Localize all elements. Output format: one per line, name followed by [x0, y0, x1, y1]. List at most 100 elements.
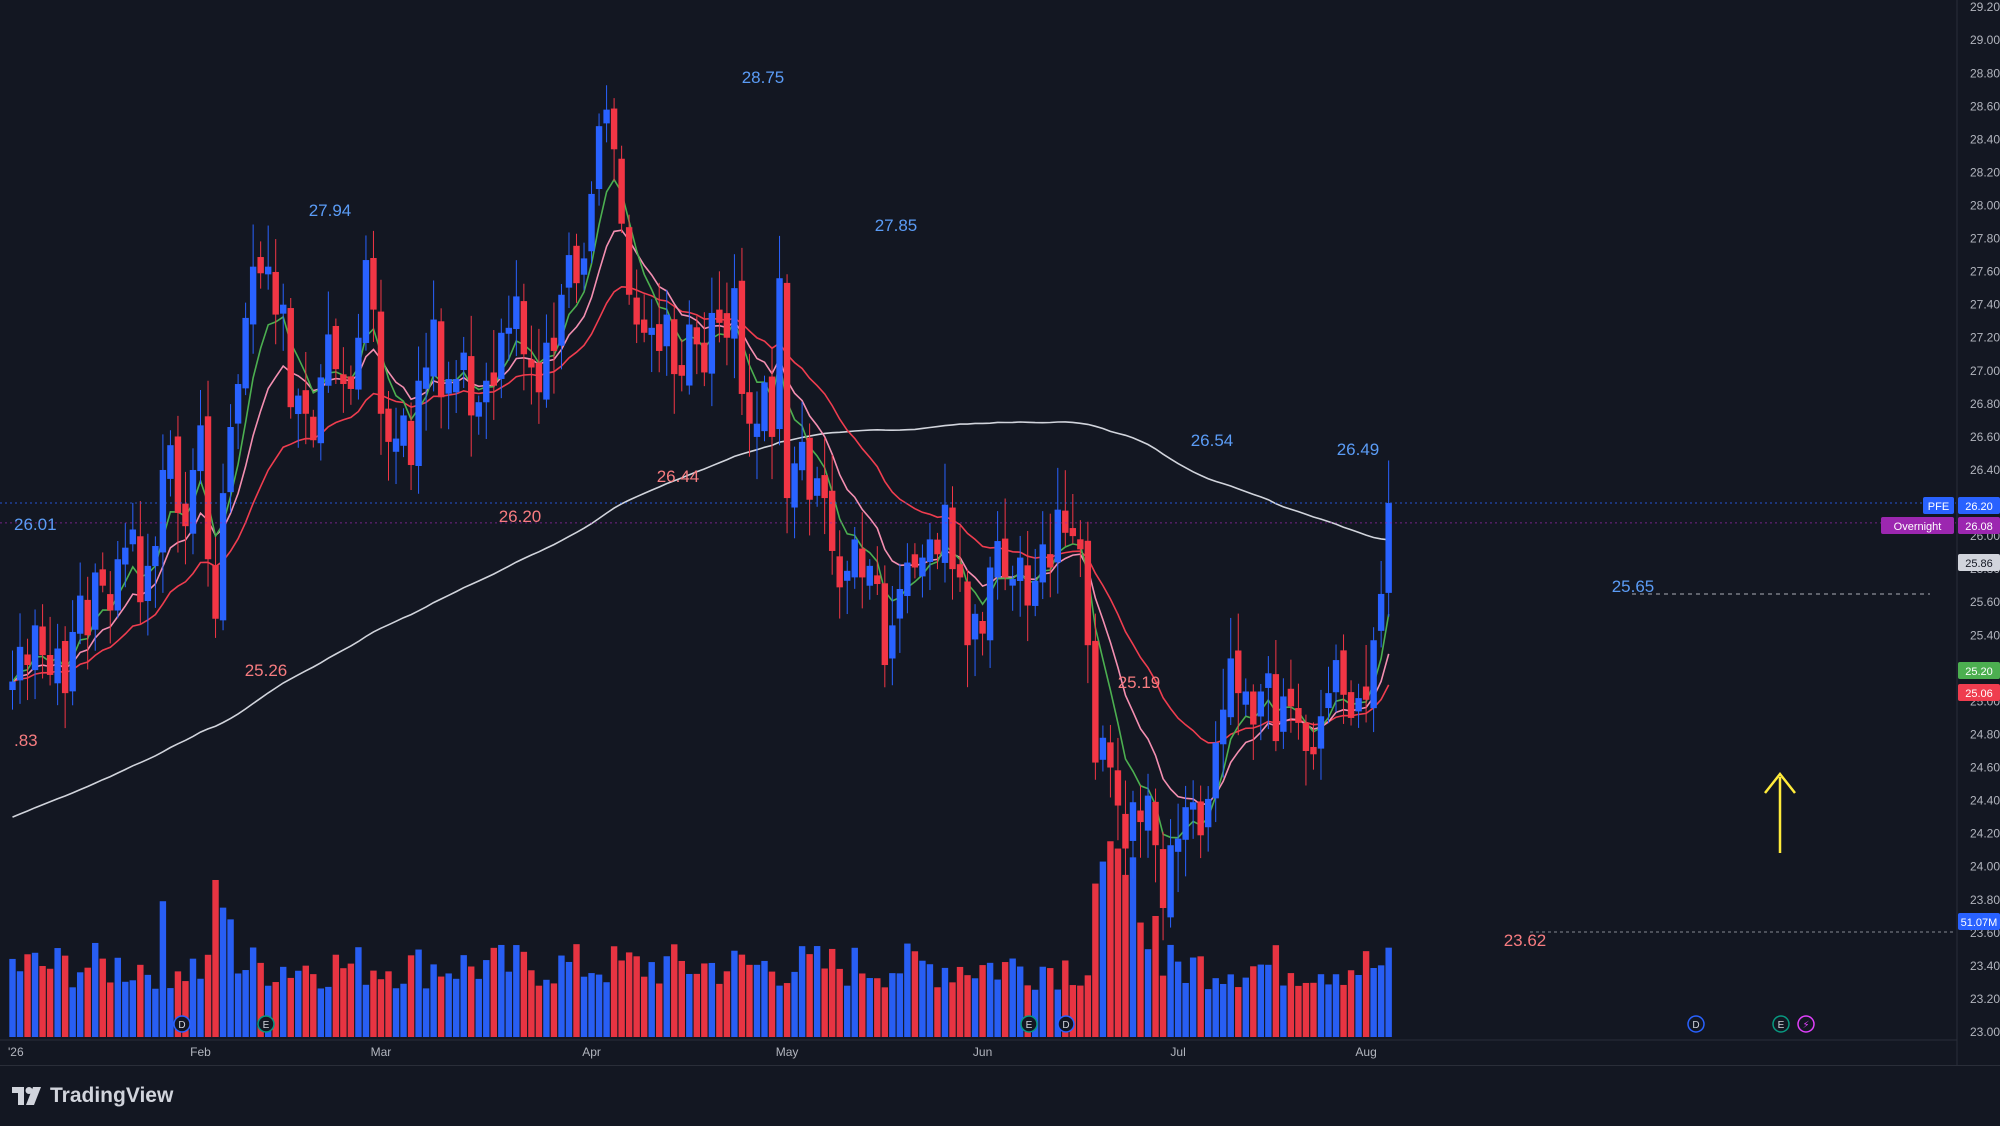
candle[interactable]: [31, 609, 39, 700]
candle[interactable]: [828, 454, 836, 575]
candle[interactable]: [483, 362, 490, 440]
news-event-icon[interactable]: ⚡: [1797, 1015, 1815, 1033]
candle[interactable]: [528, 325, 535, 405]
candle[interactable]: [550, 302, 558, 394]
candle[interactable]: [979, 611, 986, 656]
candle[interactable]: [249, 224, 257, 354]
candle[interactable]: [144, 533, 152, 636]
candle[interactable]: [498, 318, 505, 399]
candle[interactable]: [625, 214, 633, 305]
candle[interactable]: [693, 316, 701, 375]
candle[interactable]: [9, 650, 16, 710]
candle[interactable]: [543, 314, 550, 408]
candle[interactable]: [174, 415, 182, 553]
candle[interactable]: [1235, 613, 1242, 736]
candle[interactable]: [475, 395, 482, 435]
candle[interactable]: [61, 626, 69, 729]
candle[interactable]: [971, 604, 979, 677]
candle[interactable]: [347, 365, 355, 405]
candle[interactable]: [16, 613, 24, 704]
candle[interactable]: [1242, 678, 1249, 716]
candle[interactable]: [137, 501, 144, 625]
candle[interactable]: [1054, 467, 1061, 594]
earnings-event-icon[interactable]: E: [1772, 1015, 1790, 1033]
candle[interactable]: [227, 404, 234, 513]
candle[interactable]: [595, 113, 603, 206]
chart-area[interactable]: 23.00 23.20 23.40 23.60 23.80 24.00 24.20 24.40…: [0, 0, 2000, 1065]
candle[interactable]: [746, 353, 753, 457]
candle[interactable]: [204, 380, 212, 587]
candle[interactable]: [1001, 498, 1009, 591]
candle[interactable]: [761, 375, 768, 442]
candle[interactable]: [1114, 737, 1122, 841]
event-markers[interactable]: D E E D D E ⚡: [173, 1015, 1815, 1033]
candle[interactable]: [332, 318, 340, 385]
candle[interactable]: [656, 282, 663, 373]
candle[interactable]: [1220, 668, 1227, 778]
candle[interactable]: [317, 364, 325, 461]
candle[interactable]: [92, 563, 99, 651]
candle[interactable]: [490, 330, 497, 420]
dividend-event-icon[interactable]: D: [1687, 1015, 1705, 1033]
candle[interactable]: [242, 302, 249, 396]
candle[interactable]: [806, 423, 813, 536]
candle[interactable]: [1377, 560, 1385, 648]
candle[interactable]: [513, 260, 520, 357]
candle[interactable]: [640, 294, 648, 343]
candle[interactable]: [385, 390, 392, 481]
candle[interactable]: [1009, 565, 1016, 611]
candle[interactable]: [535, 328, 543, 424]
candle[interactable]: [986, 556, 994, 668]
candle[interactable]: [370, 230, 377, 342]
candle[interactable]: [1295, 683, 1302, 740]
candle[interactable]: [197, 389, 204, 484]
candle[interactable]: [1152, 788, 1159, 883]
candle[interactable]: [1204, 786, 1212, 852]
candle[interactable]: [738, 247, 746, 415]
candle[interactable]: [753, 391, 761, 480]
candle[interactable]: [1144, 773, 1152, 858]
candle[interactable]: [362, 235, 370, 351]
candle[interactable]: [603, 85, 610, 143]
candle[interactable]: [1084, 521, 1092, 684]
candle[interactable]: [1265, 656, 1272, 730]
candle[interactable]: [896, 563, 904, 653]
candle[interactable]: [219, 463, 227, 631]
candle[interactable]: [182, 471, 189, 565]
candle[interactable]: [1287, 659, 1295, 733]
candle[interactable]: [468, 315, 475, 457]
candle[interactable]: [1107, 724, 1114, 798]
candle[interactable]: [1129, 790, 1137, 879]
candle[interactable]: [964, 569, 971, 688]
candle[interactable]: [505, 295, 513, 361]
candle[interactable]: [1137, 785, 1144, 858]
candle[interactable]: [445, 361, 452, 430]
candle[interactable]: [1340, 634, 1347, 724]
candle[interactable]: [1159, 831, 1167, 941]
candle[interactable]: [926, 522, 934, 591]
candle[interactable]: [1385, 460, 1392, 617]
candle[interactable]: [648, 299, 655, 373]
candle[interactable]: [1317, 689, 1325, 780]
candle[interactable]: [558, 283, 565, 370]
candle[interactable]: [1032, 548, 1039, 617]
candle[interactable]: [1280, 678, 1287, 749]
candle[interactable]: [107, 571, 114, 644]
candle[interactable]: [1039, 511, 1046, 600]
candles[interactable]: [9, 85, 1392, 941]
candle[interactable]: [1182, 785, 1189, 877]
candle[interactable]: [46, 616, 54, 686]
candle[interactable]: [1024, 530, 1031, 642]
candle[interactable]: [716, 271, 723, 343]
candle[interactable]: [1332, 644, 1340, 713]
candle[interactable]: [340, 347, 347, 413]
candle[interactable]: [114, 540, 121, 619]
candle[interactable]: [941, 463, 949, 583]
candle[interactable]: [84, 576, 91, 670]
candle[interactable]: [400, 408, 407, 458]
candle[interactable]: [573, 233, 580, 303]
candle[interactable]: [24, 638, 31, 701]
candle[interactable]: [452, 360, 460, 414]
candle[interactable]: [39, 604, 46, 679]
candle[interactable]: [1257, 683, 1265, 741]
